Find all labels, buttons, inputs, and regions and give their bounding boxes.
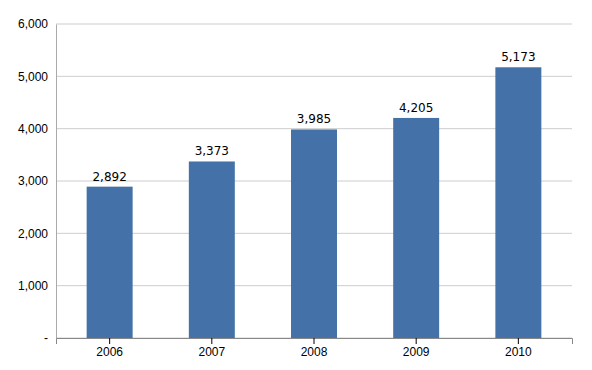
bar xyxy=(87,187,133,338)
x-tick: 2010 xyxy=(505,338,532,359)
y-tick-label: - xyxy=(44,331,48,345)
y-tick: 5,000 xyxy=(18,70,56,84)
x-tick-mark xyxy=(109,338,110,344)
y-axis: - 1,000 2,000 3,000 4,000 5,000 6,000 xyxy=(18,17,57,345)
y-tick-label: 3,000 xyxy=(18,174,48,188)
y-tick: - xyxy=(44,331,56,345)
x-tick-mark xyxy=(314,338,315,344)
y-tick-label: 4,000 xyxy=(18,122,48,136)
x-tick-mark xyxy=(416,338,417,344)
y-tick-label: 2,000 xyxy=(18,227,48,241)
y-tick: 6,000 xyxy=(18,17,56,31)
x-axis-line xyxy=(57,339,573,345)
data-labels: 2,892 3,373 3,985 4,205 5,173 xyxy=(92,50,535,183)
x-tick-mark xyxy=(518,338,519,344)
grid-line xyxy=(56,76,572,77)
y-tick: 4,000 xyxy=(18,122,56,136)
x-tick-label: 2010 xyxy=(505,345,532,359)
y-axis-line xyxy=(56,25,57,339)
x-tick: 2006 xyxy=(96,338,123,359)
y-tick-label: 6,000 xyxy=(18,17,48,31)
plot-area: -1,0002,0003,0004,0005,0006,000200620072… xyxy=(18,17,573,358)
x-tick: 2008 xyxy=(301,338,328,359)
data-label: 3,985 xyxy=(297,112,331,126)
x-tick-label: 2006 xyxy=(96,345,123,359)
y-tick: 1,000 xyxy=(18,279,56,293)
grid-line xyxy=(56,24,572,25)
data-label: 3,373 xyxy=(195,144,229,158)
bar xyxy=(189,161,235,338)
y-tick: 3,000 xyxy=(18,174,56,188)
bar xyxy=(291,129,337,338)
x-tick-label: 2009 xyxy=(403,345,430,359)
x-tick: 2007 xyxy=(198,338,225,359)
bar xyxy=(393,118,439,338)
grid xyxy=(56,24,572,338)
x-tick: 2009 xyxy=(403,338,430,359)
y-tick-label: 5,000 xyxy=(18,70,48,84)
bars xyxy=(87,67,542,338)
x-tick-label: 2008 xyxy=(301,345,328,359)
x-tick-mark xyxy=(211,338,212,344)
data-label: 4,205 xyxy=(399,101,433,115)
x-axis: 2006 2007 2008 2009 2010 xyxy=(57,338,573,359)
chart: -1,0002,0003,0004,0005,0006,000200620072… xyxy=(0,0,592,370)
data-label: 2,892 xyxy=(92,170,126,184)
grid-line xyxy=(56,128,572,129)
bar xyxy=(495,67,541,338)
y-tick-label: 1,000 xyxy=(18,279,48,293)
y-tick: 2,000 xyxy=(18,227,56,241)
x-tick-label: 2007 xyxy=(198,345,225,359)
data-label: 5,173 xyxy=(501,50,535,64)
